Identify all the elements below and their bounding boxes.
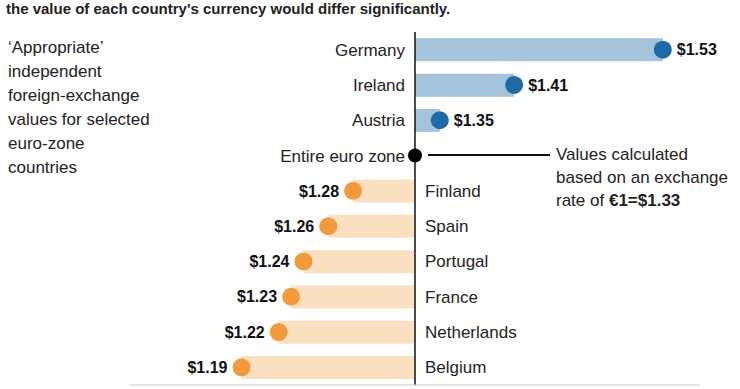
svg-text:$1.53: $1.53	[677, 41, 717, 58]
svg-text:Germany: Germany	[335, 41, 405, 60]
svg-text:$1.41: $1.41	[528, 77, 568, 94]
svg-text:Spain: Spain	[425, 217, 468, 236]
svg-text:$1.23: $1.23	[237, 288, 277, 305]
svg-text:$1.24: $1.24	[249, 253, 289, 270]
svg-text:$1.35: $1.35	[454, 112, 494, 129]
svg-text:Entire euro zone: Entire euro zone	[280, 147, 405, 166]
html-text:Values calculated based on an: Values calculated based on an exchange r…	[556, 145, 728, 210]
svg-text:$1.26: $1.26	[274, 218, 314, 235]
svg-text:$1.19: $1.19	[187, 359, 227, 376]
html-text:‘Appropriate’ independent fore: ‘Appropriate’ independent foreign-exchan…	[8, 38, 150, 177]
svg-text:Ireland: Ireland	[353, 76, 405, 95]
svg-text:Netherlands: Netherlands	[425, 323, 517, 342]
svg-text:$1.22: $1.22	[225, 324, 265, 341]
svg-text:Belgium: Belgium	[425, 358, 486, 377]
svg-text:France: France	[425, 288, 478, 307]
html-text:the value of each country's cu: the value of each country's currency wou…	[6, 0, 451, 17]
svg-text:Austria: Austria	[352, 111, 405, 130]
svg-text:Finland: Finland	[425, 182, 481, 201]
svg-text:Portugal: Portugal	[425, 252, 488, 271]
svg-text:$1.28: $1.28	[299, 183, 339, 200]
